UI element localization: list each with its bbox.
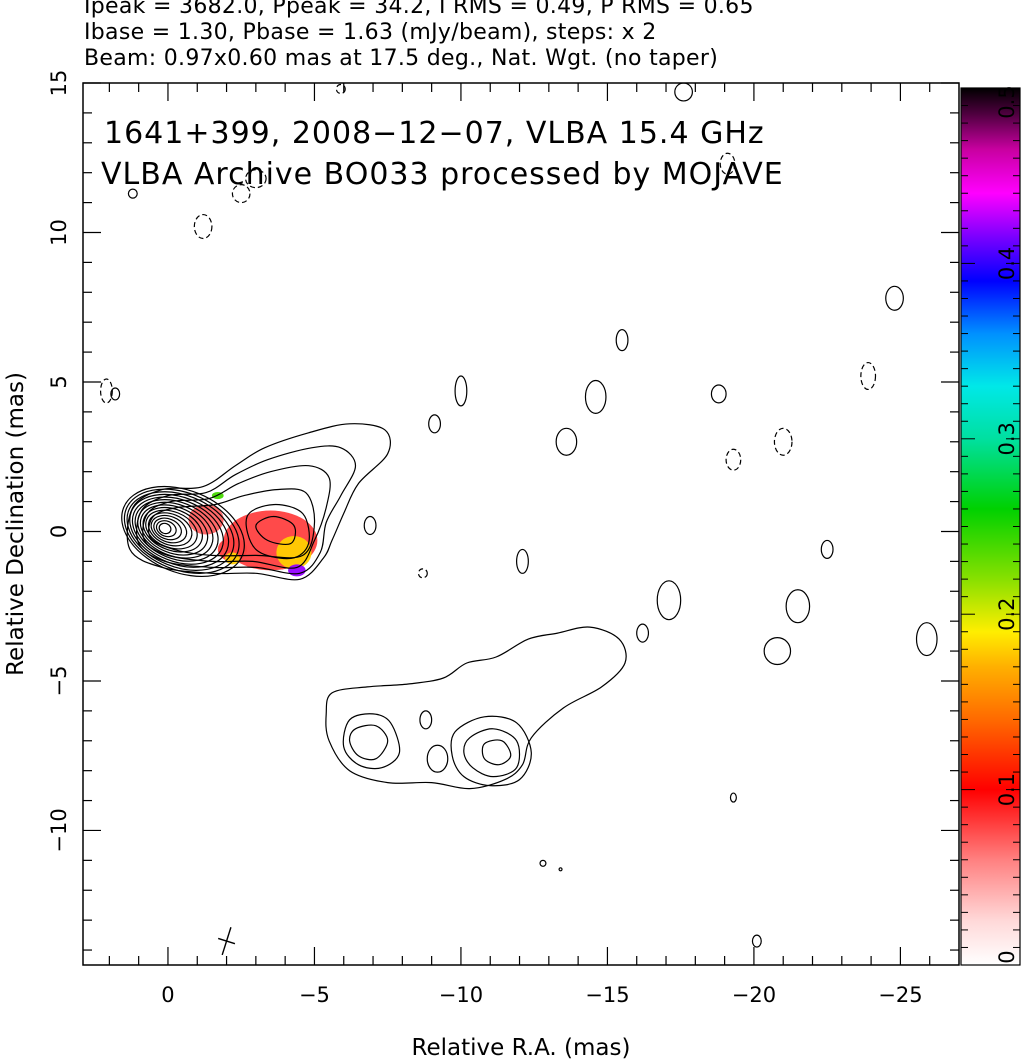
noise-contour xyxy=(785,589,811,624)
colorbar-tick-label: 0.1 xyxy=(995,773,1019,806)
colorbar-tick-label: 0.5 xyxy=(995,85,1019,118)
noise-contour xyxy=(558,867,563,872)
core-contour xyxy=(142,506,203,553)
core-contour xyxy=(150,514,188,544)
noise-contour xyxy=(729,792,737,803)
noise-contour xyxy=(428,414,442,434)
noise-contour xyxy=(885,285,904,311)
lower-jet-contour xyxy=(481,739,512,766)
noise-contour xyxy=(820,539,834,559)
x-tick-label: −20 xyxy=(732,983,776,1007)
y-tick-label: 15 xyxy=(47,70,71,97)
inner-jet-contour xyxy=(255,515,297,546)
overlay-subtitle: VLBA Archive BO033 processed by MOJAVE xyxy=(101,157,784,192)
noise-contour xyxy=(710,384,727,404)
inner-jet-contour xyxy=(245,503,310,560)
y-tick-label: −5 xyxy=(47,665,71,696)
lower-jet-contour xyxy=(342,713,401,770)
core-contour xyxy=(123,488,240,574)
plot-frame xyxy=(82,82,960,966)
lower-jet-contour xyxy=(325,626,627,790)
noise-contour xyxy=(915,622,938,657)
colorbar-tick-label: 0 xyxy=(995,950,1019,963)
noise-contour xyxy=(335,83,346,95)
noise-contour xyxy=(454,375,468,407)
x-tick-label: −5 xyxy=(299,983,330,1007)
beam-marker xyxy=(217,927,236,956)
colorbar-tick-label: 0.3 xyxy=(995,422,1019,455)
colorbar-tick-label: 0.4 xyxy=(995,247,1019,280)
core-contour xyxy=(134,499,219,562)
noise-contour xyxy=(419,710,433,730)
polarization-blob xyxy=(288,564,306,577)
lower-jet-contour xyxy=(463,728,521,778)
header-line-2: Ibase = 1.30, Pbase = 1.63 (mJy/beam), s… xyxy=(84,20,657,45)
noise-contour xyxy=(110,387,121,401)
core-contour xyxy=(126,491,235,571)
x-tick-label: −15 xyxy=(585,983,629,1007)
noise-contour xyxy=(417,568,428,579)
y-axis-title: Relative Declination (mas) xyxy=(3,372,29,676)
noise-contour xyxy=(363,515,377,536)
noise-contour xyxy=(725,448,742,471)
core-contour xyxy=(155,520,177,538)
noise-contour xyxy=(539,859,547,867)
x-tick-label: −25 xyxy=(878,983,922,1007)
x-tick-label: 0 xyxy=(161,983,174,1007)
noise-contour xyxy=(751,934,762,948)
noise-contour xyxy=(231,184,251,204)
x-tick-label: −10 xyxy=(439,983,483,1007)
noise-contour xyxy=(674,83,693,102)
noise-contour xyxy=(763,637,792,666)
lower-jet-contour xyxy=(348,724,389,761)
contour-layer xyxy=(99,83,938,948)
noise-contour xyxy=(193,213,213,240)
beam-minor-axis xyxy=(217,937,236,945)
noise-contour xyxy=(636,623,650,643)
noise-contour xyxy=(719,152,736,175)
colorbar xyxy=(961,88,1020,965)
noise-contour xyxy=(860,361,877,391)
noise-contour xyxy=(99,378,113,404)
x-axis-title: Relative R.A. (mas) xyxy=(412,1035,631,1061)
header-line-3: Beam: 0.97x0.60 mas at 17.5 deg., Nat. W… xyxy=(84,46,719,71)
inner-jet-contour xyxy=(142,464,331,569)
inner-jet-contour xyxy=(148,488,316,559)
core-contour xyxy=(131,496,224,565)
overlay-title: 1641+399, 2008−12−07, VLBA 15.4 GHz xyxy=(104,116,765,151)
core-contour xyxy=(153,517,182,541)
core-contour xyxy=(147,512,193,547)
header-line-1: Ipeak = 3682.0, Ppeak = 34.2, I RMS = 0.… xyxy=(84,0,754,19)
lower-jet-contour xyxy=(450,715,532,787)
y-tick-label: 5 xyxy=(47,375,71,388)
noise-contour xyxy=(516,548,529,574)
y-tick-label: 0 xyxy=(47,525,71,538)
noise-contour xyxy=(656,580,682,621)
noise-contour xyxy=(773,427,793,456)
y-tick-label: 10 xyxy=(47,219,71,246)
core-contour xyxy=(139,504,209,556)
noise-contour xyxy=(127,188,138,199)
noise-contour xyxy=(615,329,629,352)
y-tick-label: −10 xyxy=(47,808,71,852)
noise-contour xyxy=(426,744,449,773)
colorbar-tick-label: 0.2 xyxy=(995,597,1019,630)
inner-jet-contour xyxy=(136,445,357,575)
inner-jet-contour xyxy=(126,423,391,581)
noise-contour xyxy=(555,427,578,456)
noise-contour xyxy=(245,169,267,189)
noise-contour xyxy=(584,379,607,414)
core-contour xyxy=(158,522,172,535)
